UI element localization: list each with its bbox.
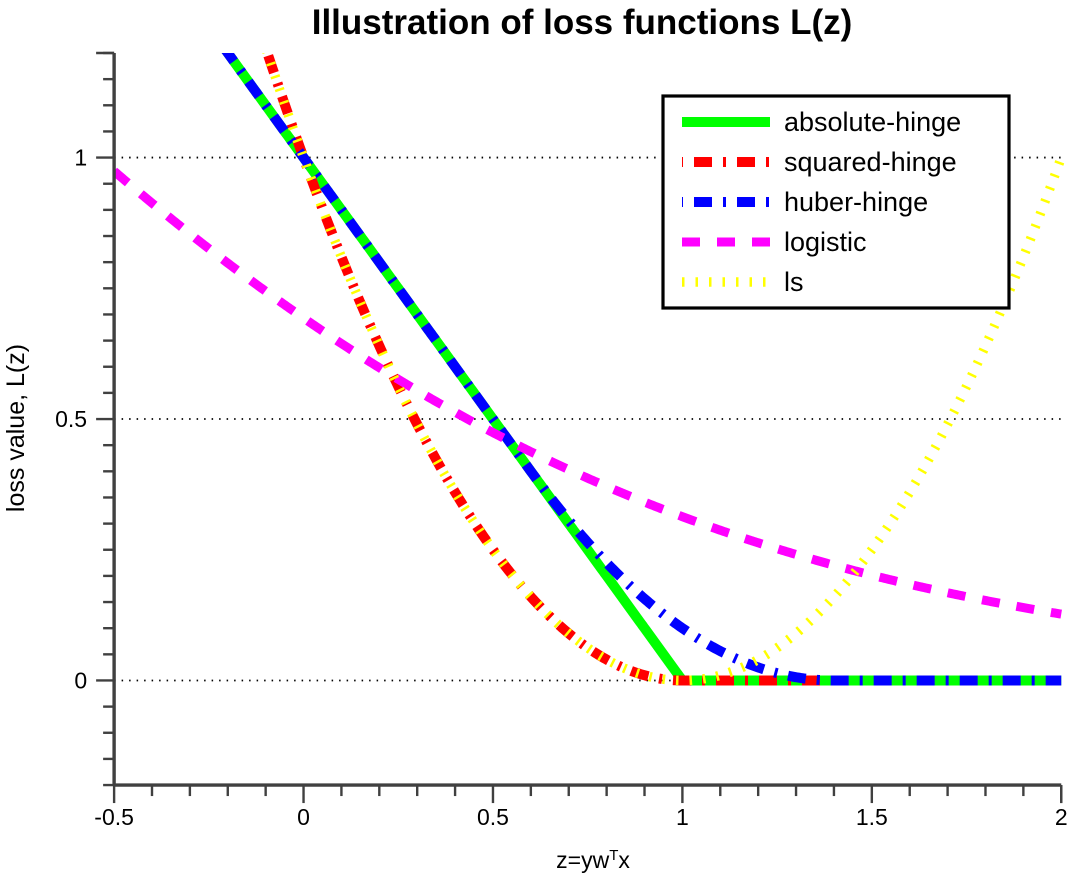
svg-text:z=ywTx: z=ywTx: [556, 847, 630, 873]
svg-text:huber-hinge: huber-hinge: [784, 187, 928, 217]
svg-text:0.5: 0.5: [55, 406, 87, 432]
svg-text:0: 0: [297, 804, 310, 830]
svg-text:absolute-hinge: absolute-hinge: [784, 107, 961, 137]
svg-text:2: 2: [1055, 804, 1068, 830]
svg-text:1: 1: [74, 145, 87, 171]
svg-text:ls: ls: [784, 267, 804, 297]
svg-text:1: 1: [676, 804, 689, 830]
svg-text:-0.5: -0.5: [94, 804, 134, 830]
svg-text:0: 0: [74, 667, 87, 693]
svg-text:loss value, L(z): loss value, L(z): [2, 344, 30, 512]
svg-text:squared-hinge: squared-hinge: [784, 147, 957, 177]
svg-text:Illustration of loss functions: Illustration of loss functions L(z): [312, 3, 853, 42]
svg-text:logistic: logistic: [784, 227, 867, 257]
svg-text:1.5: 1.5: [856, 804, 888, 830]
svg-text:0.5: 0.5: [477, 804, 509, 830]
